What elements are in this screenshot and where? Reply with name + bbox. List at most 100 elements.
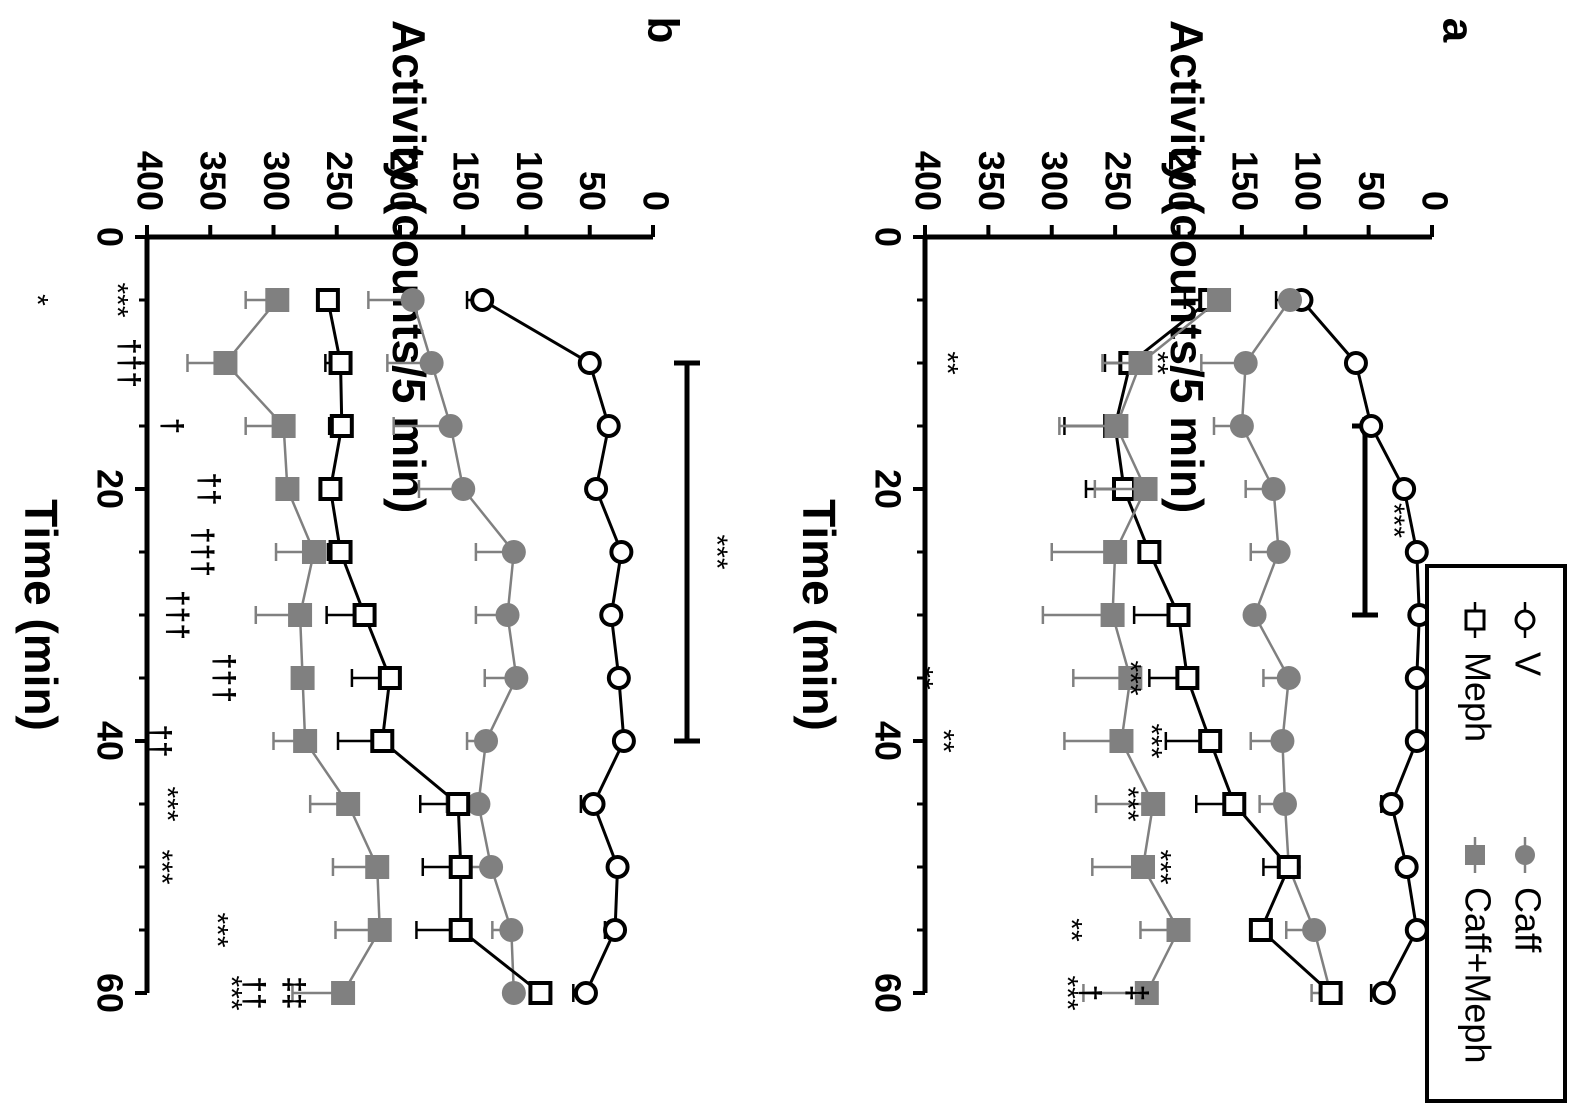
significance-label: *** <box>101 282 134 317</box>
data-point <box>606 666 631 690</box>
data-point <box>1276 666 1301 690</box>
data-point <box>1371 981 1396 1005</box>
data-point <box>377 666 402 690</box>
data-point <box>609 540 634 564</box>
data-point <box>1242 603 1267 627</box>
data-point <box>1318 981 1343 1005</box>
data-point <box>365 855 390 879</box>
data-point <box>329 414 354 438</box>
data-point <box>446 792 471 816</box>
data-point <box>271 414 296 438</box>
data-point <box>1266 540 1291 564</box>
y-tick-label: 100 <box>1288 151 1329 211</box>
data-point <box>328 540 353 564</box>
significance-label: *** <box>201 912 234 947</box>
significance-label: ‡ <box>1121 985 1154 1002</box>
data-point <box>1278 288 1303 312</box>
data-point <box>504 666 529 690</box>
legend-box <box>1425 564 1567 1103</box>
y-tick-label: 300 <box>1034 151 1075 211</box>
data-point <box>1379 792 1404 816</box>
x-tick-label: 20 <box>89 469 130 509</box>
y-tick-label: 200 <box>1161 151 1202 211</box>
data-point <box>213 351 238 375</box>
data-point <box>611 729 636 753</box>
data-point <box>501 981 526 1005</box>
legend-label: V <box>1507 652 1548 676</box>
data-point <box>470 288 495 312</box>
significance-label: *** <box>1113 660 1146 695</box>
data-point <box>400 288 425 312</box>
legend: V Caff Meph Caff+Meph <box>1425 564 1567 1103</box>
significance-label: * <box>21 294 54 306</box>
y-tick-label: 50 <box>572 171 613 211</box>
significance-label: *** <box>1111 786 1144 821</box>
data-point <box>336 792 361 816</box>
data-point <box>331 981 356 1005</box>
data-point <box>1104 414 1129 438</box>
x-axis-title: Time (min) <box>793 499 845 731</box>
data-point <box>1394 855 1419 879</box>
data-point <box>419 351 444 375</box>
data-point <box>370 729 395 753</box>
data-point <box>318 477 343 501</box>
data-point <box>1207 288 1232 312</box>
legend-marker <box>1465 845 1485 865</box>
significance-label: ††† <box>161 590 194 640</box>
data-point <box>438 414 463 438</box>
x-tick-label: 40 <box>867 721 908 761</box>
data-point <box>1276 855 1301 879</box>
x-tick-label: 0 <box>89 227 130 247</box>
data-point <box>474 729 499 753</box>
data-point <box>584 477 609 501</box>
data-point <box>1118 666 1143 690</box>
data-point <box>1248 918 1273 942</box>
y-tick-label: 250 <box>319 151 360 211</box>
data-point <box>1137 540 1162 564</box>
data-point <box>501 540 526 564</box>
data-point <box>1302 918 1327 942</box>
significance-label: ††† <box>186 527 219 577</box>
y-tick-label: 0 <box>635 191 676 211</box>
significance-label: ††† <box>208 653 241 703</box>
data-point <box>1222 792 1247 816</box>
y-tick-label: 250 <box>1098 151 1139 211</box>
data-point <box>367 918 392 942</box>
data-point <box>581 792 606 816</box>
data-point <box>603 918 628 942</box>
data-point <box>1404 540 1429 564</box>
significance-label: † <box>156 418 189 435</box>
data-point <box>1404 666 1429 690</box>
significance-label: † <box>1074 985 1107 1002</box>
data-point <box>1359 414 1384 438</box>
y-tick-label: 400 <box>129 151 170 211</box>
data-point <box>605 855 630 879</box>
data-point <box>1272 792 1297 816</box>
legend-marker <box>1464 609 1486 631</box>
x-tick-label: 0 <box>867 227 908 247</box>
significance-label: ** <box>931 351 964 375</box>
y-axis-title: Activity (counts/5 min) <box>1161 20 1213 513</box>
data-point <box>1175 666 1200 690</box>
series-line <box>223 299 382 994</box>
data-point <box>1131 855 1156 879</box>
data-point <box>293 729 318 753</box>
data-point <box>1134 981 1159 1005</box>
y-tick-label: 150 <box>446 151 487 211</box>
significance-label: ** <box>927 729 960 753</box>
data-point <box>1166 918 1191 942</box>
data-point <box>466 792 491 816</box>
data-point <box>596 414 621 438</box>
bracket-label: *** <box>1377 503 1410 538</box>
data-point <box>1128 351 1153 375</box>
y-axis-title: Activity (counts/5 min) <box>383 20 435 513</box>
significance-label: ††† <box>113 338 146 388</box>
data-point <box>1141 792 1166 816</box>
data-point <box>495 603 520 627</box>
data-point <box>499 918 524 942</box>
data-point <box>1100 603 1125 627</box>
data-point <box>599 603 624 627</box>
data-point <box>577 351 602 375</box>
